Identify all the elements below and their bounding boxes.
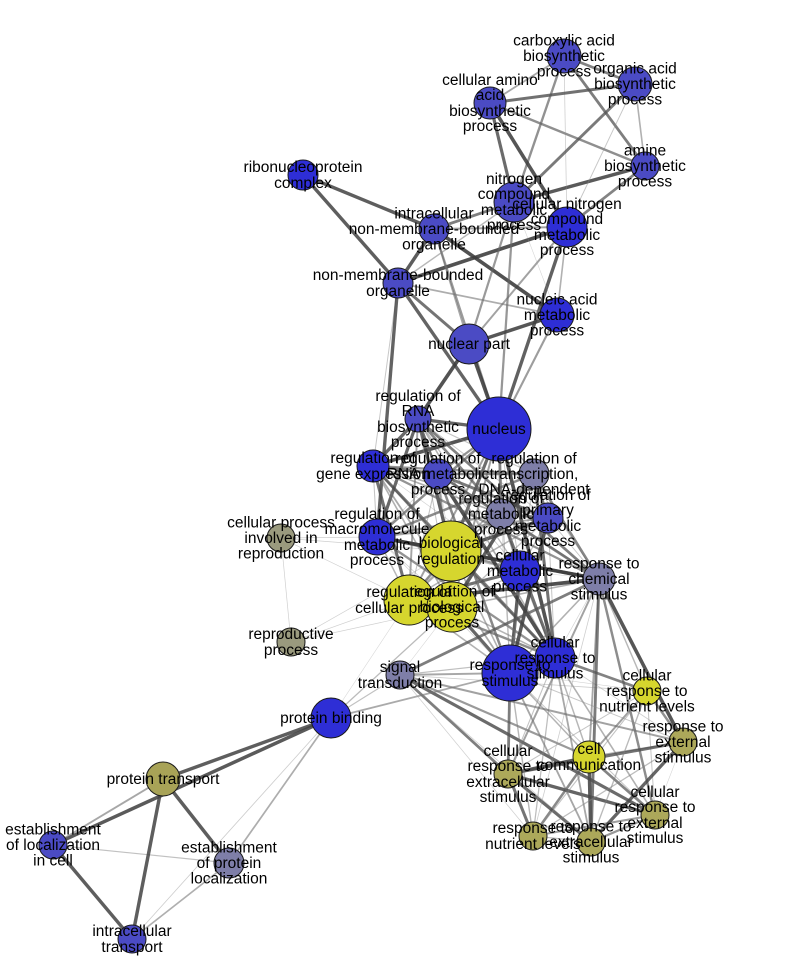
svg-text:metabolic: metabolic [468,506,535,523]
svg-text:process: process [618,174,673,191]
svg-text:response to: response to [551,819,632,836]
svg-text:biological: biological [420,599,485,616]
svg-text:process: process [608,92,663,109]
svg-text:stimulus: stimulus [571,587,628,604]
svg-text:involved in: involved in [244,530,317,547]
svg-text:response to: response to [643,719,724,736]
svg-text:regulation: regulation [417,551,485,568]
svg-text:biological: biological [419,535,484,552]
svg-text:transduction: transduction [358,675,442,692]
svg-text:transport: transport [101,939,163,956]
svg-text:signal: signal [380,659,421,676]
svg-text:response to: response to [559,556,640,573]
svg-text:organelle: organelle [402,237,466,254]
svg-text:response to: response to [607,683,688,700]
svg-text:compound: compound [531,211,603,228]
svg-text:cellular process: cellular process [227,515,335,532]
svg-text:reproduction: reproduction [238,546,324,563]
svg-text:stimulus: stimulus [655,750,712,767]
svg-text:process: process [411,482,466,499]
svg-text:communication: communication [537,757,641,774]
svg-text:response to: response to [615,799,696,816]
svg-text:process: process [425,615,480,632]
svg-text:process: process [350,552,405,569]
svg-text:response to: response to [468,758,549,775]
svg-text:cellular: cellular [530,635,579,652]
svg-text:cellular: cellular [622,668,671,685]
svg-text:stimulus: stimulus [527,666,584,683]
svg-text:process: process [530,323,585,340]
svg-text:acid: acid [476,87,504,104]
svg-text:stimulus: stimulus [627,830,684,847]
svg-text:of protein: of protein [197,855,262,872]
svg-text:transcription,: transcription, [490,466,579,483]
svg-text:process: process [391,434,446,451]
svg-text:process: process [264,642,319,659]
svg-text:regulation of: regulation of [491,451,577,468]
svg-text:stimulus: stimulus [480,789,537,806]
svg-text:intracellular: intracellular [394,206,473,223]
svg-text:RNA metabolic: RNA metabolic [387,466,490,483]
svg-text:organelle: organelle [366,283,430,300]
svg-text:nuclear part: nuclear part [428,336,511,353]
svg-text:process: process [537,64,592,81]
svg-text:RNA: RNA [402,403,435,420]
svg-text:intracellular: intracellular [92,923,171,940]
svg-text:amine: amine [624,143,666,160]
svg-text:establishment: establishment [5,822,101,839]
svg-text:regulation of: regulation of [395,451,481,468]
svg-text:reproductive: reproductive [248,626,333,643]
svg-text:nucleus: nucleus [472,421,526,438]
svg-text:nucleic acid: nucleic acid [517,292,598,309]
svg-text:protein transport: protein transport [107,771,221,788]
svg-text:response to: response to [515,650,596,667]
svg-text:metabolic: metabolic [524,307,591,324]
svg-text:carboxylic acid: carboxylic acid [513,33,615,50]
svg-text:regulation of: regulation of [458,491,544,508]
svg-text:protein binding: protein binding [280,710,382,727]
svg-text:of localization: of localization [6,837,100,854]
svg-text:process: process [463,118,518,135]
svg-text:organic acid: organic acid [593,61,677,78]
svg-text:cellular: cellular [495,548,544,565]
svg-text:external: external [655,734,710,751]
svg-text:metabolic: metabolic [487,563,554,580]
svg-text:in cell: in cell [33,853,73,870]
svg-text:complex: complex [274,175,332,192]
svg-text:extracellular: extracellular [549,834,633,851]
svg-text:macromolecule: macromolecule [324,521,429,538]
svg-text:process: process [493,579,548,596]
svg-text:regulation of: regulation of [409,584,495,601]
svg-text:nutrient levels: nutrient levels [599,699,695,716]
svg-text:non-membrane-bounded: non-membrane-bounded [313,267,484,284]
svg-text:localization: localization [191,871,268,888]
svg-text:ribonucleoprotein: ribonucleoprotein [244,159,363,176]
svg-text:process: process [540,242,595,259]
svg-text:biosynthetic: biosynthetic [604,158,686,175]
svg-text:establishment: establishment [181,840,277,857]
svg-text:biosynthetic: biosynthetic [594,76,676,93]
svg-text:stimulus: stimulus [563,850,620,867]
svg-text:chemical: chemical [568,571,629,588]
svg-text:cell: cell [577,741,600,758]
